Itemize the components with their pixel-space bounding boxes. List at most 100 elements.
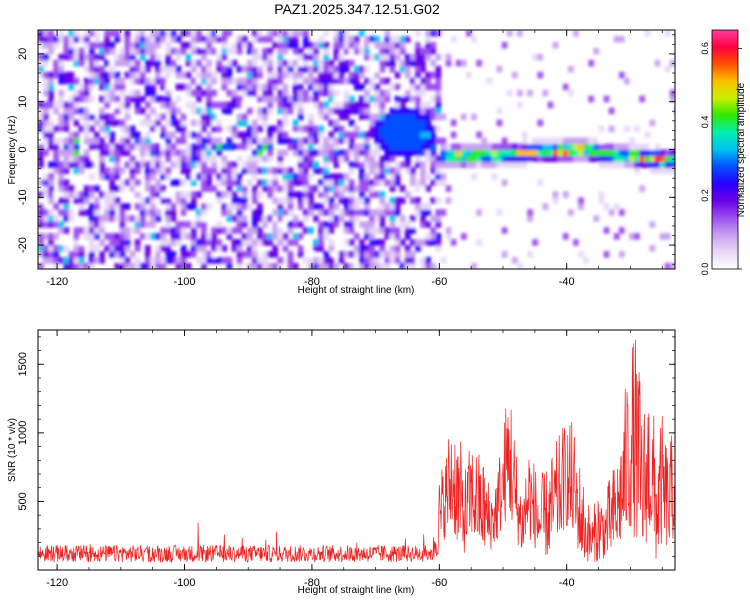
- heatmap-cell: [88, 83, 95, 91]
- heatmap-cell: [476, 59, 482, 67]
- heatmap-cell: [420, 221, 426, 228]
- heatmap-cell: [155, 149, 161, 157]
- heatmap-cell: [374, 137, 381, 145]
- heatmap-cell: [359, 197, 365, 204]
- heatmap-cell: [435, 53, 442, 61]
- heatmap-cell: [282, 89, 289, 97]
- heatmap-cell: [496, 119, 503, 127]
- heatmap-cell: [338, 107, 345, 115]
- heatmap-cell: [287, 53, 294, 61]
- heatmap-cell: [236, 149, 243, 157]
- heatmap-cell: [134, 221, 141, 228]
- heatmap-cell: [109, 191, 116, 198]
- heatmap-cell: [277, 131, 284, 139]
- heatmap-cell: [374, 215, 381, 222]
- heatmap-cell: [455, 59, 462, 67]
- heatmap-cell: [675, 221, 681, 228]
- heatmap-cell: [466, 71, 472, 79]
- heatmap-cell: [170, 113, 177, 121]
- y-tick-label: -20: [17, 237, 29, 253]
- heatmap-cell: [328, 77, 335, 85]
- heatmap-cell: [236, 143, 243, 151]
- heatmap-cell: [73, 239, 80, 246]
- heatmap-cell: [73, 167, 80, 175]
- heatmap-cell: [313, 83, 319, 91]
- heatmap-cell: [517, 30, 523, 37]
- heatmap-cell: [175, 233, 182, 240]
- heatmap-cell: [160, 197, 166, 204]
- heatmap-cell: [221, 83, 228, 91]
- heatmap-cell: [435, 30, 442, 37]
- heatmap-cell: [379, 191, 386, 198]
- heatmap-cell: [297, 251, 304, 258]
- heatmap-cell: [302, 89, 309, 97]
- heatmap-cell: [38, 113, 44, 121]
- heatmap-cell: [328, 89, 335, 97]
- heatmap-cell: [364, 185, 370, 192]
- heatmap-cell: [272, 263, 279, 269]
- heatmap-cell: [410, 59, 416, 67]
- heatmap-cell: [308, 65, 314, 73]
- heatmap-cell: [78, 161, 85, 169]
- heatmap-cell: [435, 197, 442, 204]
- heatmap-cell: [68, 71, 75, 79]
- heatmap-cell: [231, 41, 238, 49]
- heatmap-cell: [399, 119, 406, 127]
- heatmap-cell: [292, 59, 299, 67]
- heatmap-cell: [145, 251, 151, 258]
- heatmap-cell: [425, 239, 431, 246]
- heatmap-cell: [119, 215, 126, 222]
- heatmap-cell: [43, 53, 49, 61]
- heatmap-cell: [180, 149, 187, 157]
- heatmap-cell: [471, 173, 477, 180]
- heatmap-cell: [257, 191, 263, 198]
- heatmap-cell: [145, 143, 151, 151]
- heatmap-cell: [455, 149, 462, 157]
- heatmap-cell: [180, 83, 187, 91]
- heatmap-cell: [302, 35, 309, 43]
- heatmap-cell: [48, 221, 54, 228]
- heatmap-cell: [527, 149, 533, 157]
- heatmap-cell: [379, 89, 386, 97]
- heatmap-cell: [313, 137, 319, 145]
- heatmap-cell: [333, 161, 340, 169]
- heatmap-cell: [262, 155, 268, 163]
- heatmap-cell: [221, 179, 228, 186]
- heatmap-cell: [364, 197, 370, 204]
- heatmap-cell: [38, 35, 44, 43]
- heatmap-cell: [430, 113, 437, 121]
- heatmap-cell: [410, 257, 416, 264]
- heatmap-cell: [618, 149, 625, 157]
- heatmap-cell: [129, 161, 136, 169]
- heatmap-cell: [394, 257, 401, 264]
- heatmap-cell: [618, 71, 625, 79]
- heatmap-cell: [308, 155, 314, 163]
- heatmap-cell: [364, 131, 370, 139]
- heatmap-cell: [114, 215, 121, 222]
- heatmap-cell: [88, 221, 95, 228]
- heatmap-cell: [43, 89, 49, 97]
- heatmap-cell: [374, 65, 381, 73]
- heatmap-cell: [629, 233, 635, 240]
- heatmap-cell: [43, 59, 49, 67]
- heatmap-cell: [267, 143, 274, 151]
- heatmap-cell: [109, 95, 116, 103]
- heatmap-cell: [252, 221, 258, 228]
- heatmap-cell: [104, 71, 110, 79]
- heatmap-cell: [150, 53, 156, 61]
- heatmap-cell: [282, 113, 289, 121]
- heatmap-cell: [83, 125, 90, 133]
- heatmap-cell: [328, 137, 335, 145]
- heatmap-cell: [364, 95, 370, 103]
- heatmap-cell: [129, 155, 136, 163]
- heatmap-cell: [404, 53, 411, 61]
- heatmap-cell: [195, 71, 202, 79]
- heatmap-cell: [226, 137, 233, 145]
- heatmap-cell: [379, 59, 386, 67]
- heatmap-cell: [445, 233, 452, 240]
- heatmap-cell: [302, 95, 309, 103]
- heatmap-cell: [119, 233, 126, 240]
- heatmap-cell: [252, 245, 258, 252]
- heatmap-cell: [180, 245, 187, 252]
- heatmap-cell: [129, 179, 136, 186]
